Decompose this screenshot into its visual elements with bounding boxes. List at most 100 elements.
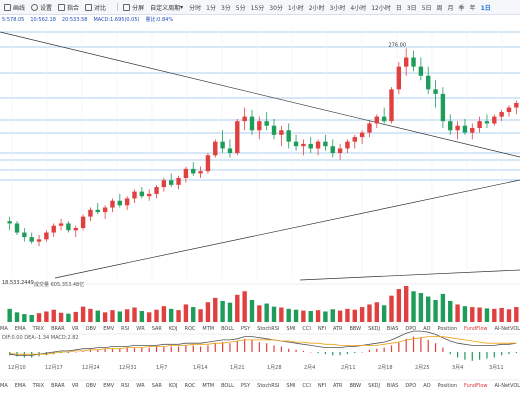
indicator-tab-cci[interactable]: CCI	[302, 326, 311, 332]
timeframe-1[interactable]: 1分	[206, 4, 216, 12]
timeframe-17[interactable]: 年	[469, 4, 476, 12]
macd-bar	[273, 345, 275, 352]
indicator-tab-atr[interactable]: ATR	[332, 326, 343, 332]
indicator-tab-nfi[interactable]: NFI	[317, 383, 326, 389]
indicator-tab-position[interactable]: Position	[437, 383, 457, 389]
indicator-tab-boll[interactable]: BOLL	[221, 326, 234, 332]
timeframe-6[interactable]: 1小时	[287, 4, 304, 12]
timeframe-7[interactable]: 2小时	[308, 4, 325, 12]
indicator-tab-fundflow[interactable]: FundFlow	[463, 383, 488, 389]
indicator-tab-emv[interactable]: EMV	[103, 383, 115, 389]
indicator-tab-fundflow[interactable]: FundFlow	[463, 326, 488, 332]
timeframe-12[interactable]: 3日	[406, 4, 417, 12]
timeframe-2[interactable]: 3分	[220, 4, 231, 12]
timeframe-11[interactable]: 日	[395, 4, 402, 12]
date-label: 12月24	[82, 365, 100, 371]
settings-button[interactable]: 设置	[31, 3, 52, 12]
indicator-tab-psy[interactable]: PSY	[240, 326, 251, 332]
draw-line-button[interactable]: 画线	[4, 3, 25, 12]
indicator-tab-position[interactable]: Position	[437, 326, 457, 332]
indicator-tab-wr[interactable]: WR	[136, 383, 145, 389]
indicator-tab-brar[interactable]: BRAR	[51, 326, 65, 332]
indicator-tab-obv[interactable]: OBV	[85, 326, 97, 332]
indicator-tab-nfi[interactable]: NFI	[317, 326, 326, 332]
candle-body	[323, 141, 328, 147]
indicator-tab-kdj[interactable]: KDJ	[168, 383, 178, 389]
timeframe-10[interactable]: 12小时	[371, 4, 391, 12]
timeframe-13[interactable]: 5日	[421, 4, 432, 12]
indicator-tab-obv[interactable]: OBV	[85, 383, 97, 389]
timeframe-4[interactable]: 15分	[250, 4, 265, 12]
volume-bar	[36, 313, 42, 322]
indicator-tab-kdj[interactable]: KDJ	[168, 326, 178, 332]
timeframe-14[interactable]: 周	[436, 4, 443, 12]
indicator-tab-trix[interactable]: TRIX	[32, 326, 45, 332]
macd-bar	[177, 346, 180, 352]
indicator-tab-rsi[interactable]: RSI	[121, 383, 130, 389]
volume-bar	[396, 289, 402, 322]
candle-body	[154, 187, 159, 194]
indicator-tab-stochrsi[interactable]: StochRSI	[257, 326, 280, 332]
macd-bar	[251, 339, 253, 352]
indicator-tab-rsi[interactable]: RSI	[121, 326, 130, 332]
indicator-tab-dpo[interactable]: DPO	[405, 326, 417, 332]
timeframe-16[interactable]: 季	[458, 4, 465, 12]
indicator-tab-skdj[interactable]: SKDJ	[368, 326, 380, 332]
indicator-tab-psy[interactable]: PSY	[240, 383, 251, 389]
timeframe-18[interactable]: 1日	[480, 4, 491, 12]
indicator-tab-bbw[interactable]: BBW	[349, 326, 362, 332]
indicator-tab-bias[interactable]: BIAS	[386, 383, 399, 389]
timeframe-3[interactable]: 5分	[235, 4, 246, 12]
timeframe-5[interactable]: 30分	[269, 4, 283, 12]
timeframe-9[interactable]: 4小时	[350, 4, 367, 12]
indicator-tab-bias[interactable]: BIAS	[386, 326, 399, 332]
indicator-tab-ma[interactable]: MA	[0, 326, 8, 332]
indicator-tab-mtm[interactable]: MTM	[202, 326, 215, 332]
indicator-tab-vr[interactable]: VR	[71, 326, 79, 332]
indicator-tab-dpo[interactable]: DPO	[405, 383, 417, 389]
ma-value-0: 5:578.05	[2, 17, 25, 23]
indicator-tab-ao[interactable]: AO	[423, 383, 431, 389]
timeframe-8[interactable]: 3小时	[329, 4, 346, 12]
indicator-tab-roc[interactable]: ROC	[184, 326, 196, 332]
compare-button[interactable]: 对比	[85, 3, 106, 12]
custom-period-button[interactable]: 自定义周期 ▾	[150, 3, 184, 12]
indicator-tab-stochrsi[interactable]: StochRSI	[257, 383, 280, 389]
macd-bar	[214, 343, 216, 352]
indicator-combo-button[interactable]: 指合	[58, 3, 79, 12]
indicator-tab-vr[interactable]: VR	[71, 383, 79, 389]
indicator-tab-roc[interactable]: ROC	[184, 383, 196, 389]
indicator-tab-ema[interactable]: EMA	[14, 326, 26, 332]
indicator-tab-mtm[interactable]: MTM	[202, 383, 215, 389]
candle-body	[213, 141, 218, 156]
indicator-tab-smi[interactable]: SMI	[286, 326, 296, 332]
indicator-tab-ai-netvol[interactable]: AI-NetVOL	[494, 326, 520, 332]
volume-bar	[58, 312, 64, 322]
indicator-tab-ma[interactable]: MA	[0, 383, 8, 389]
split-screen-button[interactable]: 分屏	[123, 3, 144, 12]
volume-bar	[448, 300, 453, 322]
timeframe-15[interactable]: 月	[447, 4, 454, 12]
indicator-tab-emv[interactable]: EMV	[103, 326, 115, 332]
indicator-tab-bbw[interactable]: BBW	[349, 383, 362, 389]
timeframe-0[interactable]: 分时	[189, 4, 202, 12]
indicator-tab-ao[interactable]: AO	[423, 326, 431, 332]
indicator-tab-boll[interactable]: BOLL	[221, 383, 234, 389]
volume-bar	[403, 286, 409, 322]
indicator-tab-ai-netvol[interactable]: AI-NetVOL	[494, 383, 520, 389]
candle-body	[66, 223, 71, 231]
indicator-tab-cci[interactable]: CCI	[302, 383, 311, 389]
indicator-tab-atr[interactable]: ATR	[332, 383, 343, 389]
indicator-tab-sar[interactable]: SAR	[151, 326, 162, 332]
macd-bar	[82, 350, 84, 352]
indicator-tab-wr[interactable]: WR	[136, 326, 145, 332]
indicator-tab-sar[interactable]: SAR	[151, 383, 162, 389]
indicator-tab-smi[interactable]: SMI	[286, 383, 296, 389]
indicator-tab-brar[interactable]: BRAR	[51, 383, 65, 389]
candle-body	[411, 57, 416, 67]
indicator-tab-skdj[interactable]: SKDJ	[368, 383, 380, 389]
chevron-down-icon: ▾	[180, 3, 184, 11]
indicator-tab-ema[interactable]: EMA	[14, 383, 26, 389]
indicator-tab-trix[interactable]: TRIX	[32, 383, 45, 389]
